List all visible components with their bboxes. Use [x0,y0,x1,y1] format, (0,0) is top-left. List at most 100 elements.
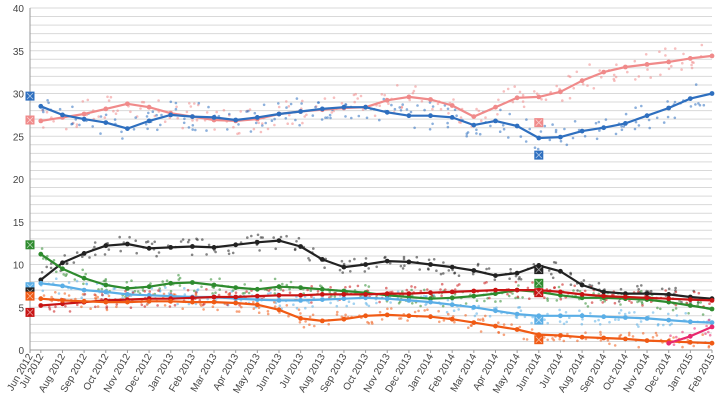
poll-point [656,306,659,310]
series-point [536,94,542,100]
poll-point [80,305,83,309]
poll-point [614,75,618,79]
poll-point [222,108,226,112]
poll-point [153,240,156,244]
poll-point [354,92,358,96]
poll-point [205,288,208,291]
poll-point [245,290,248,293]
poll-point [205,111,209,114]
poll-point [211,292,214,295]
poll-point [572,289,575,292]
poll-point [237,310,241,313]
poll-point [41,108,45,111]
series-point [514,123,520,129]
poll-point [353,257,356,261]
poll-point [590,301,594,304]
series-point [428,296,433,302]
poll-point [511,292,514,295]
poll-point [694,83,698,86]
poll-point [297,308,301,312]
poll-point [62,273,65,276]
poll-point [105,308,109,312]
poll-point [636,284,639,288]
poll-point [65,273,68,276]
poll-point [654,331,658,335]
series-point [254,297,260,302]
poll-point [697,102,700,105]
poll-point [215,110,218,114]
series-point [406,291,412,296]
series-point [623,291,628,296]
series-point [341,264,347,270]
series-point [146,245,152,251]
series-point [190,299,195,305]
poll-point [74,297,77,301]
poll-point [174,101,178,105]
poll-point [48,307,52,311]
series-point [81,116,87,122]
poll-point [304,320,307,323]
poll-point [640,284,643,287]
poll-point [261,122,264,125]
series-point [579,334,585,340]
poll-point [285,304,289,307]
series-point [709,53,715,59]
poll-point [522,105,526,109]
poll-point [218,288,221,291]
series-point [146,104,152,110]
poll-point [623,312,627,316]
poll-point [562,322,566,326]
poll-point [424,303,427,307]
poll-point [401,267,405,270]
series-point [514,270,520,276]
poll-point [162,292,166,296]
poll-point [168,305,172,308]
poll-point [598,323,602,326]
poll-point [151,110,155,113]
poll-point [479,330,483,333]
poll-point [314,105,317,109]
poll-point [300,102,303,105]
series-point [449,295,455,301]
series-point [666,59,672,65]
poll-point [524,140,528,143]
poll-point [335,304,339,308]
poll-point [562,339,566,343]
poll-point [613,301,617,305]
poll-point [416,104,419,107]
poll-point [551,123,554,126]
series-point [428,314,433,320]
series-point [558,134,563,140]
series-point [81,111,87,117]
poll-point [48,305,51,309]
poll-point [301,121,304,125]
poll-point [693,290,696,294]
poll-point [156,128,159,132]
poll-point [617,300,621,303]
poll-point [328,113,332,117]
poll-point [298,321,302,324]
poll-point [288,113,291,117]
poll-point [65,127,68,131]
series-point [428,262,433,267]
poll-point [435,269,438,273]
result-marker-cross [535,266,543,273]
series-point [666,317,672,323]
poll-point [568,316,571,320]
series-point [579,128,585,134]
poll-point [558,308,561,312]
poll-point [666,115,670,119]
poll-point [298,123,301,127]
series-point [190,280,195,285]
poll-point [120,130,123,134]
poll-point [52,120,55,123]
poll-point [327,322,331,326]
poll-point [72,261,76,264]
poll-point [250,234,253,238]
poll-point [518,325,522,329]
poll-point [484,314,487,318]
series-point [687,333,693,339]
result-marker-cross [26,309,34,316]
poll-point [613,344,617,347]
series-point [319,297,325,302]
